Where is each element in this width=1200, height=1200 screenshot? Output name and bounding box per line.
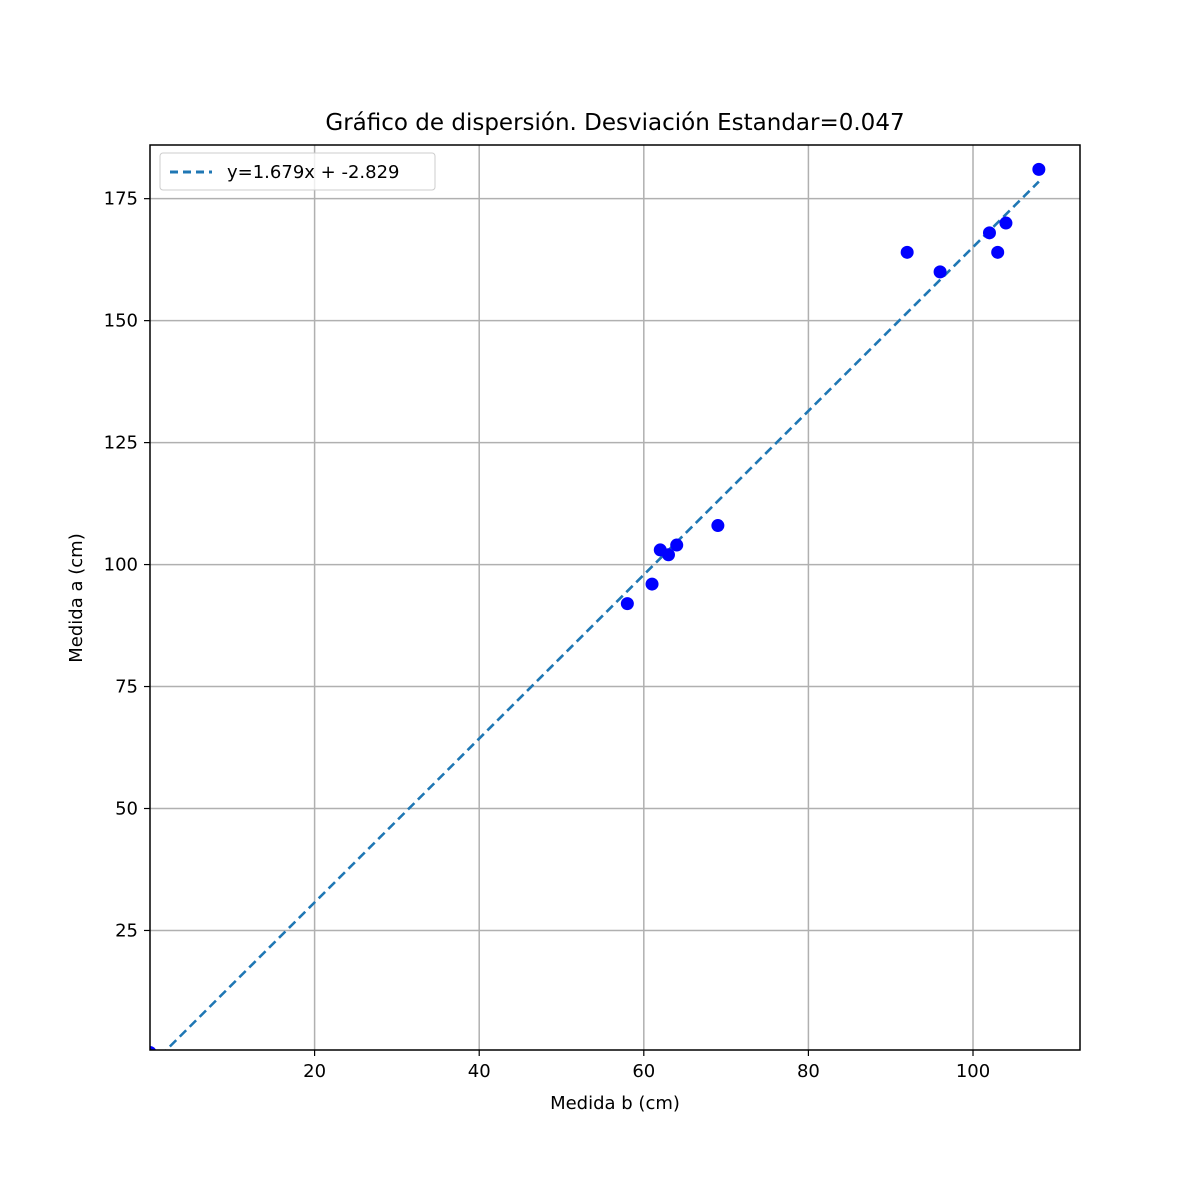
data-point (1032, 162, 1046, 176)
y-tick-label: 150 (104, 311, 138, 332)
data-point (150, 1045, 157, 1050)
grid (150, 145, 1080, 1050)
data-points (150, 162, 1046, 1050)
y-tick-label: 175 (104, 189, 138, 210)
legend-box (159, 152, 436, 191)
data-point (991, 245, 1005, 259)
x-tick-label: 80 (797, 1061, 820, 1082)
fit-line (164, 180, 1040, 1050)
x-axis-label: Medida b (cm) (550, 1093, 680, 1114)
x-tick-label: 100 (956, 1061, 990, 1082)
legend-label: y=1.679x + -2.829 (227, 162, 399, 183)
data-point (933, 265, 947, 279)
y-tick-label: 100 (104, 555, 138, 576)
x-tick-label: 20 (303, 1061, 326, 1082)
y-axis-ticks: 25 50 75 100 125 150 175 (104, 189, 150, 941)
y-axis-label: Medida a (cm) (66, 533, 87, 662)
y-tick-label: 125 (104, 433, 138, 454)
legend: y=1.679x + -2.829 (159, 152, 436, 191)
data-point (900, 245, 914, 259)
y-tick-label: 25 (115, 920, 138, 941)
data-point (711, 519, 725, 533)
x-tick-label: 60 (632, 1061, 655, 1082)
y-tick-label: 75 (115, 677, 138, 698)
fit-line-layer (164, 180, 1040, 1050)
data-point (982, 226, 996, 240)
data-point (645, 577, 659, 591)
data-point (670, 538, 684, 552)
data-point (620, 597, 634, 611)
x-tick-label: 40 (468, 1061, 491, 1082)
data-point (999, 216, 1013, 230)
chart-title: Gráfico de dispersión. Desviación Estand… (325, 110, 904, 136)
data-point (661, 548, 675, 562)
plot-frame (149, 144, 1081, 1051)
x-axis-ticks: 20 40 60 80 100 (303, 1050, 990, 1082)
y-tick-label: 50 (115, 799, 138, 820)
